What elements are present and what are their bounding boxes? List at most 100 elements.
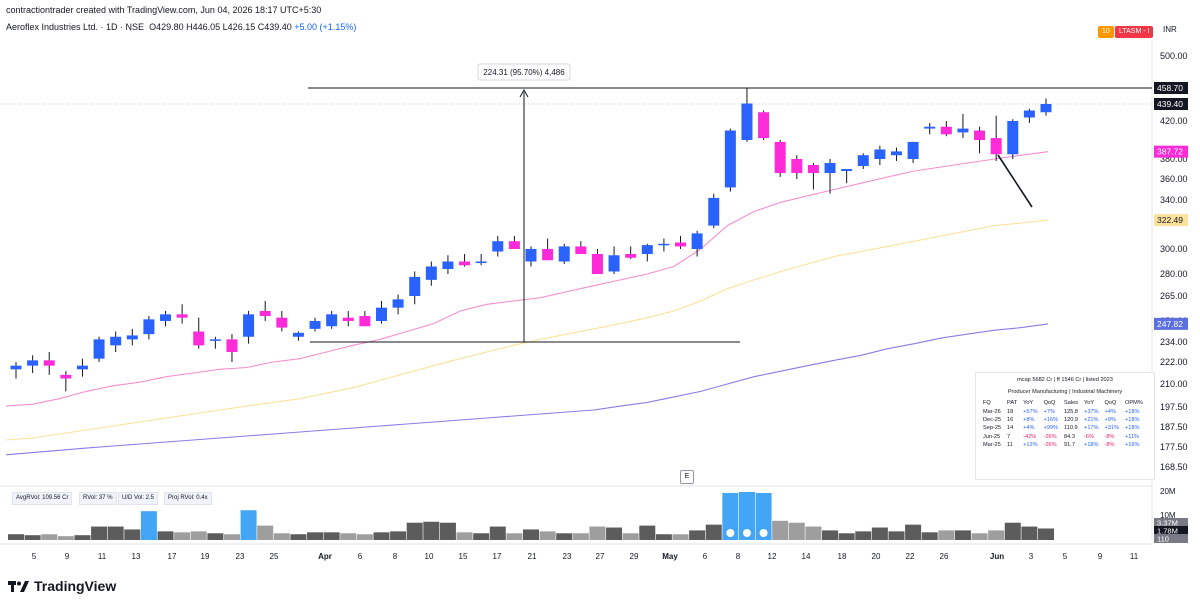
volume-bar bbox=[456, 532, 473, 540]
currency-label[interactable]: INR bbox=[1163, 25, 1177, 34]
volume-bar bbox=[921, 532, 938, 540]
x-tick-label: 5 bbox=[32, 552, 37, 561]
fund-cell: 7 bbox=[1007, 433, 1011, 440]
fund-cell: +4% bbox=[1023, 425, 1035, 432]
candle-body bbox=[807, 165, 819, 173]
x-tick-label: Jun bbox=[990, 552, 1004, 561]
volume-bar bbox=[556, 533, 573, 540]
fund-line2: Producer Manufacturing | Industrial Mach… bbox=[1007, 389, 1123, 395]
vol-tag-box bbox=[1154, 526, 1188, 535]
fund-cell: +18% bbox=[1124, 408, 1140, 415]
open-value: O429.80 bbox=[149, 22, 184, 32]
candle-body bbox=[309, 321, 321, 329]
tradingview-logo-icon bbox=[8, 581, 29, 593]
x-tick-label: 5 bbox=[1063, 552, 1068, 561]
x-tick-label: 22 bbox=[906, 552, 915, 561]
volume-bar bbox=[57, 536, 74, 540]
candle-body bbox=[1040, 104, 1052, 113]
fund-cell: 18 bbox=[1007, 408, 1014, 415]
candle-body bbox=[126, 335, 138, 340]
volume-bar bbox=[340, 533, 357, 540]
change-value: +5.00 (+1.15%) bbox=[294, 22, 357, 32]
volume-bar bbox=[423, 521, 440, 540]
candle-body bbox=[957, 128, 969, 133]
price-tag-box bbox=[1154, 317, 1188, 330]
fund-cell: +7% bbox=[1043, 408, 1055, 415]
x-tick-label: 13 bbox=[132, 552, 141, 561]
x-tick-label: 26 bbox=[940, 552, 949, 561]
fund-cell: 120.9 bbox=[1064, 416, 1079, 423]
candle-body bbox=[974, 130, 986, 140]
volume-bar bbox=[223, 534, 240, 540]
candle-body bbox=[110, 336, 122, 346]
price-tag-box bbox=[1154, 145, 1188, 158]
volume-bar bbox=[473, 533, 490, 540]
x-tick-label: 23 bbox=[236, 552, 245, 561]
fund-cell: -26% bbox=[1043, 442, 1057, 449]
fund-header-1: PAT bbox=[1007, 400, 1018, 407]
fund-cell: 84.3 bbox=[1064, 433, 1075, 440]
vol-tag-label: 110 bbox=[1157, 535, 1169, 544]
candle-body bbox=[193, 331, 205, 346]
volume-bar bbox=[705, 524, 722, 540]
candle-body bbox=[160, 314, 172, 321]
candle-body bbox=[924, 126, 936, 129]
volume-bar bbox=[290, 534, 307, 540]
candle-body bbox=[492, 241, 504, 252]
candle-body bbox=[375, 307, 387, 321]
x-tick-label: 3 bbox=[1029, 552, 1034, 561]
price-tag-label: 247.82 bbox=[1157, 319, 1183, 329]
volume-bar bbox=[888, 531, 905, 540]
x-tick-label: 15 bbox=[459, 552, 468, 561]
volume-bar bbox=[539, 531, 556, 540]
y-tick-label: 197.50 bbox=[1160, 402, 1188, 412]
volume-bar bbox=[805, 526, 822, 540]
price-tag-label: 322.49 bbox=[1157, 215, 1183, 225]
fund-cell: +57% bbox=[1023, 408, 1038, 415]
symbol-name: Aeroflex Industries Ltd. · 1D · NSE bbox=[6, 22, 145, 32]
candle-body bbox=[774, 141, 786, 173]
candle-body bbox=[292, 332, 304, 337]
volume-bar bbox=[356, 534, 373, 540]
fund-cell: +18% bbox=[1124, 425, 1140, 432]
volume-bar bbox=[589, 526, 606, 540]
fund-cell: -6% bbox=[1084, 433, 1094, 440]
fund-cell: +11% bbox=[1124, 433, 1140, 440]
ud-vol-label: U/D Vol: 2.5 bbox=[118, 492, 159, 505]
candle-body bbox=[708, 197, 720, 226]
measure-label-box bbox=[477, 63, 571, 81]
fund-cell: +4% bbox=[1104, 408, 1116, 415]
fundamentals-table: mcap 5682 Cr | ff 1546 Cr | listed 2023 … bbox=[975, 372, 1155, 480]
fund-cell: +21% bbox=[1084, 416, 1099, 423]
x-tick-label: 6 bbox=[358, 552, 363, 561]
fund-cell: 16 bbox=[1007, 416, 1014, 423]
volume-bar bbox=[273, 533, 290, 540]
fund-row: Sep-25 14 +4% +99% 110.9 +17% +31% +18% bbox=[980, 424, 1146, 432]
vol-tick-top: 20M bbox=[1160, 487, 1176, 496]
annotation-line bbox=[997, 154, 1033, 208]
price-tag-label: 439.40 bbox=[1157, 99, 1183, 109]
candle-body bbox=[940, 126, 952, 135]
x-tick-label: May bbox=[662, 552, 678, 561]
volume-bar bbox=[207, 533, 224, 540]
volume-bar bbox=[307, 532, 324, 540]
volume-bar bbox=[1038, 528, 1054, 540]
y-tick-label: 234.00 bbox=[1160, 337, 1188, 347]
earnings-marker[interactable]: E bbox=[680, 470, 694, 484]
volume-bar bbox=[8, 534, 24, 540]
candle-body bbox=[890, 151, 902, 156]
volume-bar bbox=[788, 522, 805, 540]
fund-line1: mcap 5682 Cr | ff 1546 Cr | listed 2023 bbox=[1017, 377, 1113, 383]
x-tick-label: 9 bbox=[1098, 552, 1103, 561]
y-tick-label: 280.00 bbox=[1160, 269, 1188, 279]
volume-bar bbox=[506, 533, 523, 540]
volume-bar bbox=[390, 531, 407, 540]
volume-bar bbox=[406, 522, 423, 540]
volume-dot bbox=[759, 529, 768, 537]
candle-body bbox=[608, 255, 620, 272]
candle-body bbox=[874, 149, 886, 159]
fund-header-0: FQ bbox=[983, 400, 991, 407]
x-tick-label: 11 bbox=[1130, 552, 1139, 561]
fund-cell: 91.7 bbox=[1064, 442, 1075, 449]
